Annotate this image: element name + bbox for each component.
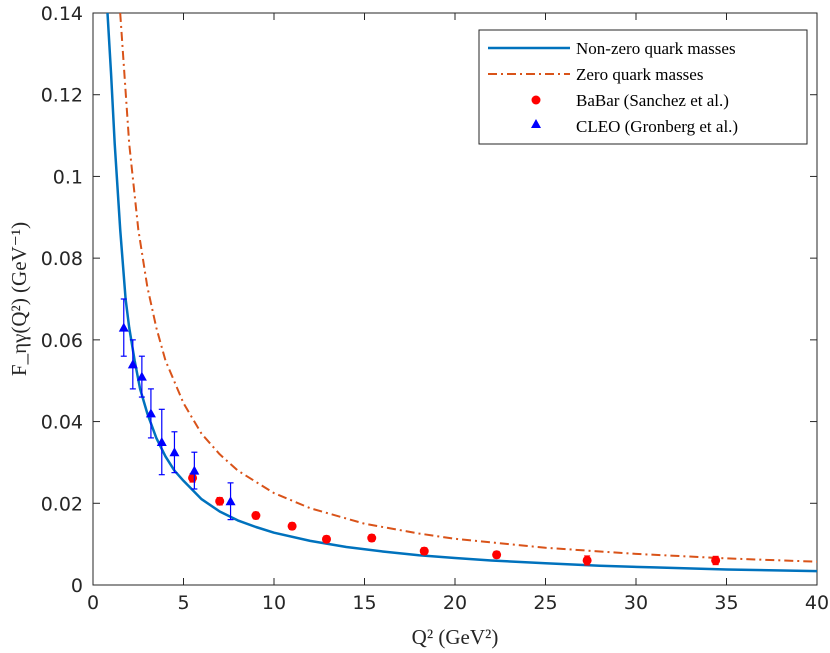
babar-point [582,555,592,565]
y-tick-label: 0.04 [41,412,83,434]
cleo-point [127,359,138,369]
x-tick-label: 40 [805,592,829,614]
y-tick-label: 0.08 [41,248,83,270]
y-tick-label: 0.06 [41,330,83,352]
babar-point [215,496,225,506]
x-axis-label: Q² (GeV²) [412,625,499,649]
babar-point [321,534,331,544]
babar-point [251,511,261,521]
cleo-point [225,496,236,506]
legend-marker-cleo [531,119,541,128]
babar-point [188,473,198,483]
legend-label-babar: BaBar (Sanchez et al.) [576,91,729,110]
x-tick-labels: 0 5 10 15 20 25 30 35 40 [87,592,829,614]
series-markers [118,298,721,566]
legend-label-zero: Zero quark masses [576,65,703,84]
y-tick-label: 0.1 [53,166,83,188]
cleo-point [136,371,147,381]
legend-label-cleo: CLEO (Gronberg et al.) [576,117,738,136]
babar-point [492,550,502,560]
series-lines [106,12,818,573]
y-tick-label: 0.02 [41,493,83,515]
x-tick-label: 15 [352,592,376,614]
series-line-1 [119,12,818,563]
cleo-point [145,408,156,418]
cleo-point [169,447,180,457]
series-line-0 [106,12,818,573]
legend-marker-babar [531,95,541,105]
y-axis-label: F_ηγ(Q²) (GeV⁻¹) [7,222,31,376]
axis-ticks [92,12,818,586]
x-tick-label: 5 [177,592,189,614]
legend: Non-zero quark masses Zero quark masses … [478,29,808,145]
x-tick-label: 35 [714,592,738,614]
babar-point [711,555,721,565]
cleo-point [118,322,129,332]
x-tick-label: 25 [533,592,557,614]
x-tick-label: 20 [443,592,467,614]
cleo-point [156,437,167,446]
babar-point [419,546,429,556]
babar-point [287,521,297,531]
x-tick-label: 30 [624,592,648,614]
y-tick-labels: 0 0.02 0.04 0.06 0.08 0.1 0.12 0.14 [41,3,83,597]
y-tick-label: 0 [71,575,83,597]
y-tick-label: 0.14 [41,3,83,25]
y-tick-label: 0.12 [41,85,83,107]
legend-label-nonzero: Non-zero quark masses [576,39,736,58]
x-tick-label: 0 [87,592,99,614]
babar-point [367,533,377,543]
cleo-point [189,465,200,475]
x-tick-label: 10 [262,592,286,614]
